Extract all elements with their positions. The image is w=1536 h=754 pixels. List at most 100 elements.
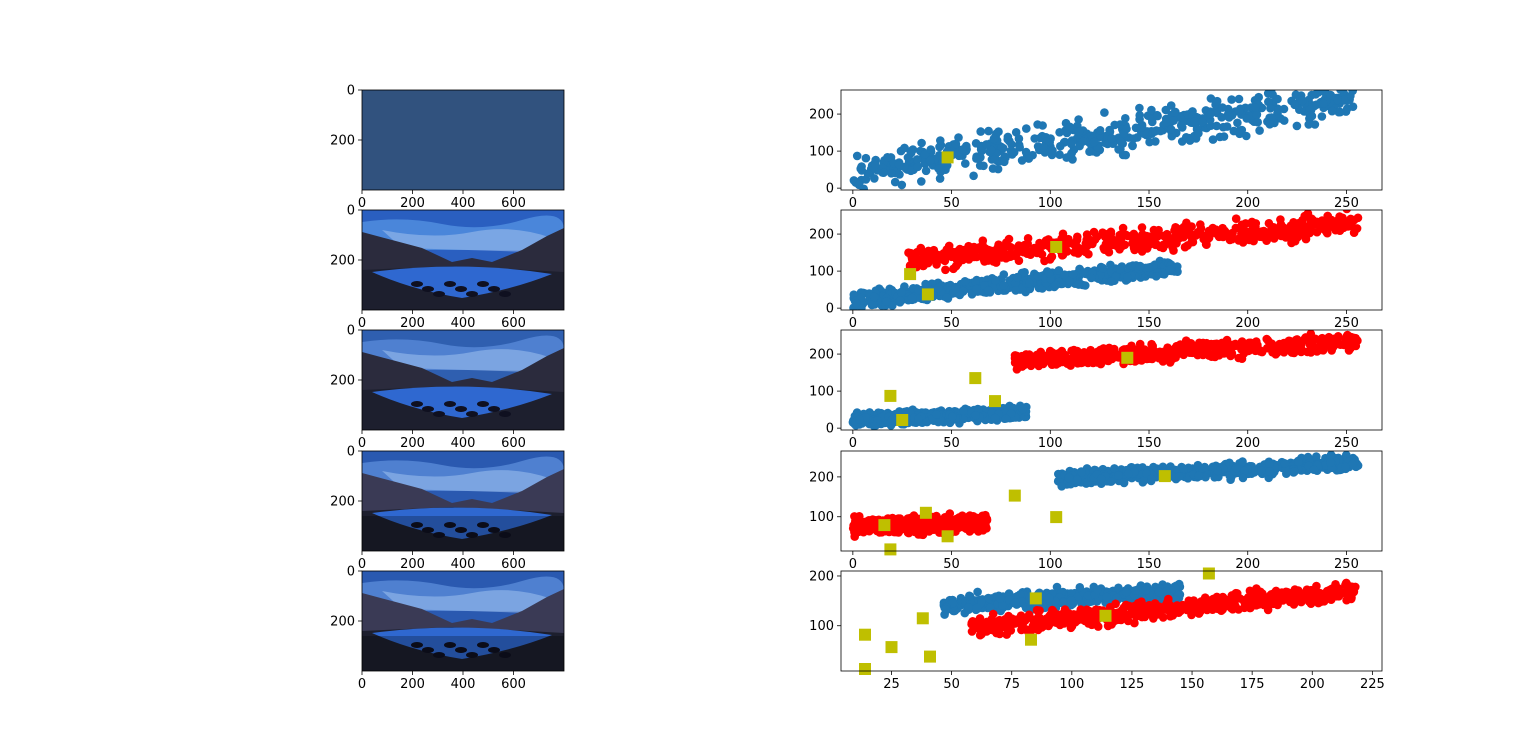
x-tick-label: 200 [1235, 196, 1260, 211]
data-point [1256, 587, 1265, 597]
scatter-content [849, 81, 1358, 190]
data-point [1065, 238, 1075, 247]
data-point [916, 530, 925, 539]
data-point [972, 519, 981, 529]
data-point [1123, 616, 1133, 626]
x-tick-label: 150 [1137, 316, 1162, 331]
data-point [1310, 120, 1320, 129]
data-point [1137, 247, 1147, 256]
image-rock [466, 532, 478, 538]
data-point [1152, 603, 1161, 613]
data-point [972, 603, 982, 613]
data-point [1003, 132, 1013, 142]
data-point [940, 523, 949, 533]
data-point [1317, 112, 1327, 121]
data-point [1343, 336, 1352, 346]
data-point [1144, 263, 1153, 272]
data-point [1331, 585, 1340, 594]
data-point [1217, 113, 1226, 122]
data-point [1073, 475, 1082, 485]
image-rock [444, 642, 456, 648]
x-tick-label: 50 [943, 196, 960, 211]
data-point [1289, 348, 1299, 358]
data-point [1014, 256, 1024, 265]
image-rock [455, 286, 467, 292]
image-area [362, 90, 564, 190]
x-tick-label: 50 [943, 436, 960, 451]
data-point [869, 421, 879, 430]
image-content [362, 210, 564, 310]
data-point [948, 598, 958, 608]
y-tick-label: 100 [809, 619, 834, 634]
data-point [1197, 117, 1207, 127]
center-marker [884, 543, 897, 556]
x-tick-label: 75 [1003, 677, 1020, 692]
data-point [959, 406, 968, 415]
x-tick-label: 0 [358, 316, 366, 331]
data-point [971, 139, 981, 148]
image-rock [499, 532, 511, 538]
data-point [1208, 462, 1218, 472]
data-point [852, 151, 862, 161]
data-point [1018, 624, 1027, 634]
data-point [1000, 157, 1009, 167]
data-point [1007, 140, 1016, 149]
x-tick-label: 0 [358, 557, 366, 572]
data-point [1238, 457, 1247, 466]
data-point [1071, 355, 1081, 365]
data-point [1338, 81, 1347, 90]
image-rock [466, 411, 478, 417]
image-rock [444, 281, 456, 287]
center-marker [904, 268, 917, 281]
data-point [977, 597, 986, 607]
data-point [931, 521, 940, 531]
data-point [1297, 96, 1307, 106]
center-marker [941, 151, 954, 164]
data-point [1262, 343, 1272, 353]
data-point [1079, 348, 1089, 357]
center-marker [941, 530, 954, 543]
center-marker [921, 288, 934, 301]
data-point [1255, 232, 1265, 241]
data-point [1058, 229, 1068, 239]
image-rock [411, 642, 423, 648]
data-point [1121, 588, 1131, 597]
data-point [1001, 414, 1011, 423]
data-point [1051, 360, 1061, 369]
data-point [965, 249, 975, 259]
data-point [1096, 474, 1106, 484]
data-point [1236, 340, 1246, 349]
image-rock [499, 411, 511, 417]
data-point [892, 520, 902, 529]
data-point [1035, 613, 1044, 623]
axes-frame [361, 209, 565, 311]
data-point [1130, 586, 1140, 595]
center-marker [1121, 351, 1134, 364]
data-point [1130, 233, 1139, 242]
data-point [1087, 239, 1096, 248]
data-point [1253, 117, 1262, 127]
image-rock [411, 522, 423, 528]
x-tick-label: 200 [400, 557, 425, 572]
data-point [920, 149, 930, 159]
data-point [1114, 583, 1123, 593]
data-point [1267, 113, 1276, 122]
axes-frame [840, 329, 1383, 431]
center-marker [924, 650, 936, 663]
data-point [1065, 276, 1074, 286]
data-point [1165, 358, 1175, 367]
data-point [1306, 348, 1316, 357]
data-point [950, 251, 960, 260]
data-point [1288, 592, 1298, 601]
data-point [1333, 95, 1342, 105]
data-point [936, 136, 945, 145]
data-point [1242, 131, 1251, 141]
data-point [926, 145, 936, 154]
data-point [949, 264, 958, 274]
data-point [1066, 150, 1076, 159]
data-point [986, 620, 995, 629]
data-point [1200, 462, 1209, 472]
data-point [1280, 459, 1290, 468]
data-point [995, 594, 1005, 603]
